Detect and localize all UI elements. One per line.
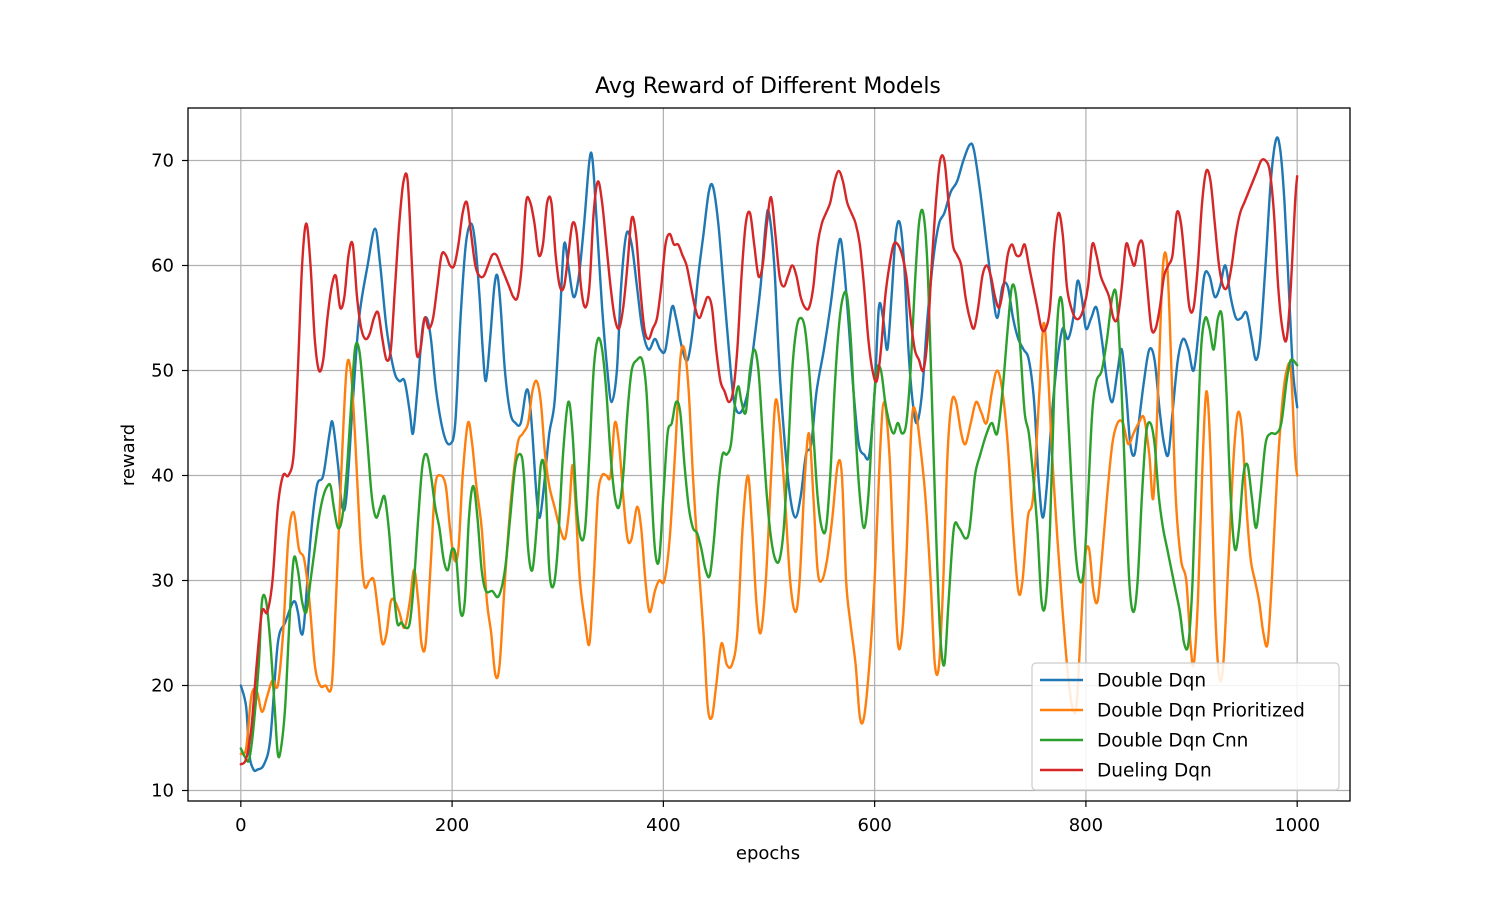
plot-frame [187,107,1351,802]
x-tick-label: 1000 [1274,815,1320,836]
series-line-double-dqn [239,136,1299,773]
legend-label-dueling-dqn: Dueling Dqn [1097,761,1212,782]
x-tick-label: 600 [857,815,891,836]
y-tick-label: 10 [151,781,174,802]
series-line-dueling-dqn [239,154,1299,766]
series-line-double-dqn-cnn [239,208,1299,763]
legend-label-double-dqn: Double Dqn [1097,671,1206,692]
y-tick-label: 60 [151,256,174,277]
y-tick-label: 20 [151,676,174,697]
x-tick-label: 200 [435,815,469,836]
x-tick-label: 400 [646,815,680,836]
y-tick-label: 40 [151,466,174,487]
legend-label-double-dqn-prioritized: Double Dqn Prioritized [1097,701,1305,722]
x-tick-label: 0 [235,815,246,836]
legend-box [1031,662,1340,791]
chart-title: Avg Reward of Different Models [595,74,941,99]
legend-label-double-dqn-cnn: Double Dqn Cnn [1097,731,1248,752]
y-tick-label: 50 [151,361,174,382]
series-line-double-dqn-prioritized [239,251,1299,756]
y-tick-label: 30 [151,571,174,592]
x-tick-label: 800 [1069,815,1103,836]
x-axis-label: epochs [736,843,800,864]
legend: Double Dqn Double Dqn Prioritized Double D… [1031,662,1340,791]
y-tick-label: 70 [151,151,174,172]
y-axis-label: reward [118,424,139,486]
